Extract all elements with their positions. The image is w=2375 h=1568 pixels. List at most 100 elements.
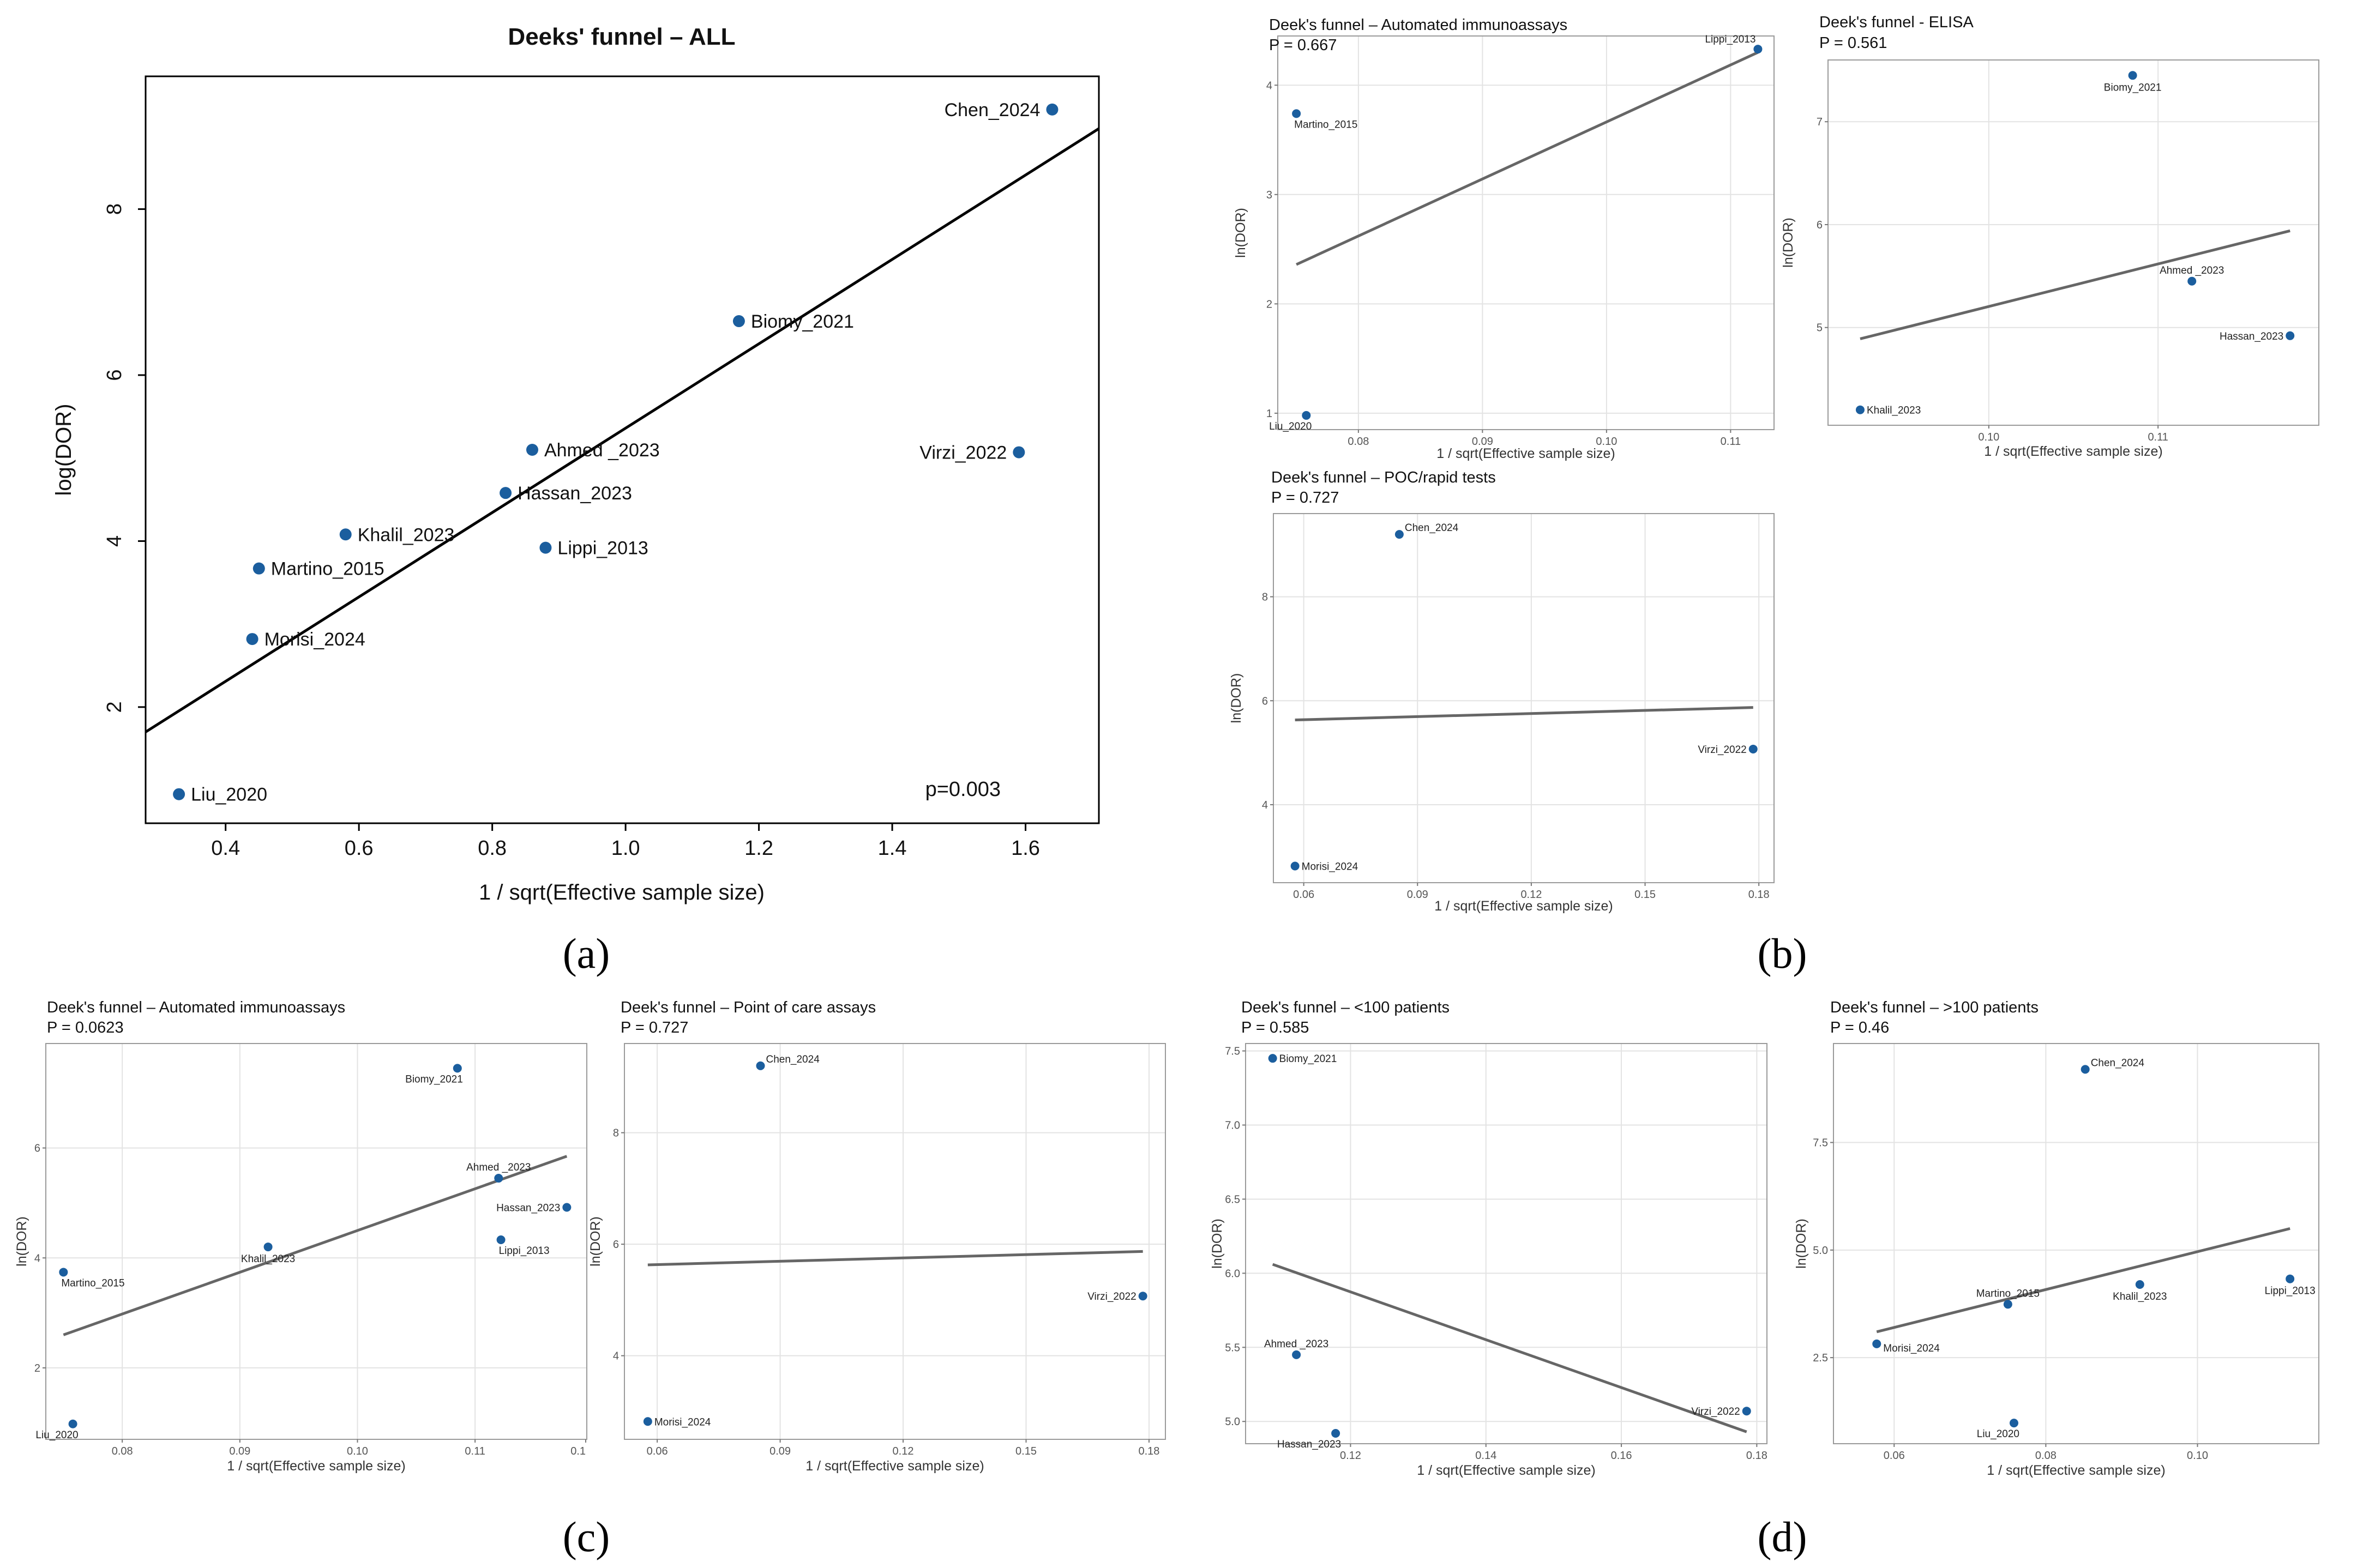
y-tick-label: 1 xyxy=(1266,408,1272,420)
y-tick-label: 4 xyxy=(103,535,126,547)
x-tick-label: 0.14 xyxy=(1475,1450,1496,1462)
point-label: Morisi_2024 xyxy=(1302,861,1358,872)
point-label: Hassan_2023 xyxy=(518,483,632,504)
y-tick-label: 6 xyxy=(103,369,126,381)
data-point xyxy=(1331,1428,1340,1438)
x-tick-label: 0.15 xyxy=(1634,889,1656,901)
x-tick-label: 0.6 xyxy=(345,837,374,860)
data-point xyxy=(1872,1339,1881,1348)
y-axis-label: log(DOR) xyxy=(52,404,76,496)
data-point xyxy=(1855,405,1865,414)
point-label: Ahmed _2023 xyxy=(544,440,660,461)
y-tick-label: 8 xyxy=(1262,592,1268,604)
point-label: Ahmed _2023 xyxy=(2160,265,2224,276)
point-label: Virzi_2022 xyxy=(1698,744,1746,756)
point-label: Morisi_2024 xyxy=(1883,1343,1940,1354)
y-tick-label: 2 xyxy=(1266,298,1272,310)
data-point xyxy=(252,562,265,575)
y-tick-label: 6 xyxy=(1817,219,1823,231)
x-tick-label: 0.11 xyxy=(465,1445,485,1457)
x-tick-label: 0.1 xyxy=(570,1445,586,1457)
data-point xyxy=(2187,276,2197,286)
y-tick-label: 8 xyxy=(103,203,126,215)
panel-a-chart: 0.4 0.6 0.8 1.0 1.2 1.4 1.6 2 4 6 8 Chen_2024 Biomy_… xyxy=(52,23,1100,977)
x-tick-label: 0.12 xyxy=(1520,889,1542,901)
point-label: Khalil_2023 xyxy=(358,524,455,545)
x-axis-label: 1 / sqrt(Effective sample size) xyxy=(227,1458,405,1474)
p-value-label: P = 0.46 xyxy=(1830,1019,1889,1036)
data-point xyxy=(732,315,745,328)
data-point xyxy=(2128,71,2137,80)
point-label: Lippi_2013 xyxy=(1705,34,1755,45)
regression-line xyxy=(647,1250,1143,1267)
data-point xyxy=(1290,861,1300,871)
data-point xyxy=(2081,1065,2090,1074)
data-point xyxy=(539,541,552,554)
panel-caption: (c) xyxy=(563,1513,610,1560)
x-axis-label: 1 / sqrt(Effective sample size) xyxy=(479,881,765,904)
p-value-label: P = 0.0623 xyxy=(47,1019,124,1036)
p-value-label: P = 0.561 xyxy=(1819,34,1887,52)
panel-c1-chart: 0.08 0.09 0.10 0.11 0.1 2 4 6 Biomy_2021 Ahmed _2… xyxy=(14,999,587,1474)
y-tick-label: 3 xyxy=(1266,189,1272,201)
x-tick-label: 1.4 xyxy=(878,837,907,860)
panel-c2-chart: 0.06 0.09 0.12 0.15 0.18 4 6 8 Chen_2024 Virzi_20… xyxy=(563,999,1166,1560)
y-tick-label: 5 xyxy=(1817,322,1823,334)
y-tick-label: 7.0 xyxy=(1225,1120,1240,1132)
data-point xyxy=(68,1419,77,1428)
data-point xyxy=(339,528,352,541)
data-point xyxy=(500,487,512,499)
y-tick-label: 2 xyxy=(34,1362,40,1374)
y-tick-label: 4 xyxy=(1262,799,1268,811)
x-axis-label: 1 / sqrt(Effective sample size) xyxy=(1987,1463,2165,1478)
point-label: Lippi_2013 xyxy=(557,538,648,559)
x-tick-label: 0.8 xyxy=(478,837,507,860)
point-label: Chen_2024 xyxy=(766,1054,820,1065)
x-axis-label: 1 / sqrt(Effective sample size) xyxy=(1984,444,2162,459)
p-value-annotation: p=0.003 xyxy=(925,778,1001,801)
panel-b1-chart: 0.08 0.09 0.10 0.11 1 2 3 4 Lippi_2013 Martino_20… xyxy=(1233,16,1775,461)
x-tick-label: 0.12 xyxy=(1340,1450,1361,1462)
point-label: Virzi_2022 xyxy=(1691,1406,1740,1418)
panel-caption: (a) xyxy=(563,930,610,977)
data-point xyxy=(562,1203,572,1212)
plot-frame xyxy=(1833,1043,2319,1444)
y-tick-label: 4 xyxy=(34,1252,40,1264)
point-label: Martino_2015 xyxy=(271,559,384,580)
data-point xyxy=(2286,331,2295,340)
x-tick-label: 0.18 xyxy=(1748,889,1770,901)
point-label: Liu_2020 xyxy=(191,785,267,805)
x-tick-label: 0.11 xyxy=(1721,436,1741,448)
point-label: Lippi_2013 xyxy=(2265,1286,2316,1297)
x-tick-label: 1.6 xyxy=(1011,837,1040,860)
p-value-label: P = 0.585 xyxy=(1241,1019,1309,1036)
point-label: Biomy_2021 xyxy=(751,311,854,332)
point-label: Morisi_2024 xyxy=(264,629,365,650)
regression-line xyxy=(1296,51,1759,266)
p-value-label: P = 0.667 xyxy=(1269,37,1337,54)
plot-frame xyxy=(1245,1043,1767,1444)
chart-title: Deeks' funnel – ALL xyxy=(508,23,735,50)
plot-background xyxy=(1273,514,1774,883)
y-tick-label: 7 xyxy=(1817,116,1823,128)
data-point xyxy=(526,444,538,456)
regression-line xyxy=(1295,706,1753,722)
regression-line xyxy=(145,127,1100,733)
x-tick-label: 1.0 xyxy=(611,837,640,860)
x-tick-label: 0.15 xyxy=(1015,1445,1037,1457)
data-point xyxy=(1748,744,1758,753)
plot-frame xyxy=(624,1043,1166,1440)
data-point xyxy=(1292,1350,1301,1359)
chart-title: Deek's funnel – Point of care assays xyxy=(621,999,876,1016)
x-tick-label: 0.18 xyxy=(1138,1445,1159,1457)
point-label: Ahmed _2023 xyxy=(1264,1338,1328,1350)
panel-d2-chart: 0.06 0.08 0.10 2.5 5.0 7.5 Chen_2024 Martino_20… xyxy=(1758,999,2319,1560)
point-label: Biomy_2021 xyxy=(2104,82,2162,93)
point-label: Hassan_2023 xyxy=(496,1202,560,1214)
point-label: Chen_2024 xyxy=(2091,1057,2145,1069)
y-axis-label: ln(DOR) xyxy=(14,1216,29,1267)
point-label: Liu_2020 xyxy=(1977,1428,2019,1440)
p-value-label: P = 0.727 xyxy=(621,1019,688,1036)
point-label: Liu_2020 xyxy=(1269,421,1312,432)
regression-line xyxy=(1876,1227,2290,1334)
